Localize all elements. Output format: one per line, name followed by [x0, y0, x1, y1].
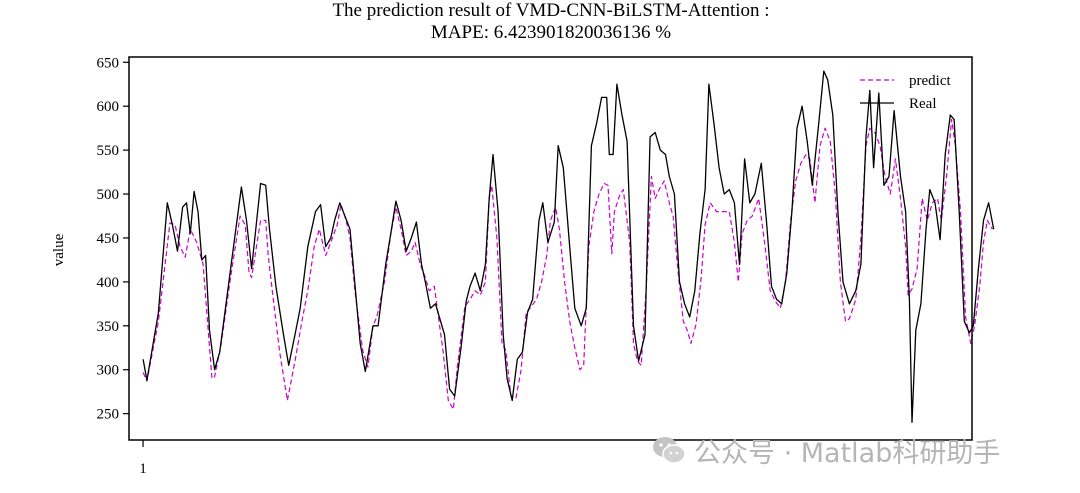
y-tick-label: 450	[97, 231, 120, 247]
plot-frame	[128, 56, 973, 441]
y-axis-label: value	[51, 233, 67, 266]
wechat-icon	[653, 437, 686, 464]
watermark-text: 公众号 · Matlab科研助手	[694, 437, 1001, 469]
chart-subtitle: MAPE: 6.423901820036136 %	[431, 22, 671, 43]
y-tick-label: 350	[97, 319, 120, 335]
y-tick-label: 500	[97, 187, 120, 203]
y-tick-label: 400	[97, 275, 120, 291]
x-tick-label: 1	[139, 461, 147, 477]
y-tick-label: 600	[97, 99, 120, 115]
y-tick-label: 650	[97, 55, 120, 71]
y-tick-label: 300	[97, 363, 120, 379]
y-tick-label: 250	[97, 407, 120, 423]
series-layer	[142, 70, 995, 424]
legend-predict-label: predict	[909, 73, 951, 89]
y-tick-label: 550	[97, 143, 120, 159]
series-line-real	[142, 70, 995, 424]
ticks-layer: 250 300 350 400 450 500 550 600 650 1	[97, 55, 147, 477]
watermark: 公众号 · Matlab科研助手	[652, 432, 1001, 469]
legend-real-label: Real	[909, 96, 937, 112]
chart-title: The prediction result of VMD-CNN-BiLSTM-…	[332, 0, 769, 21]
legend: predict Real	[860, 73, 951, 112]
